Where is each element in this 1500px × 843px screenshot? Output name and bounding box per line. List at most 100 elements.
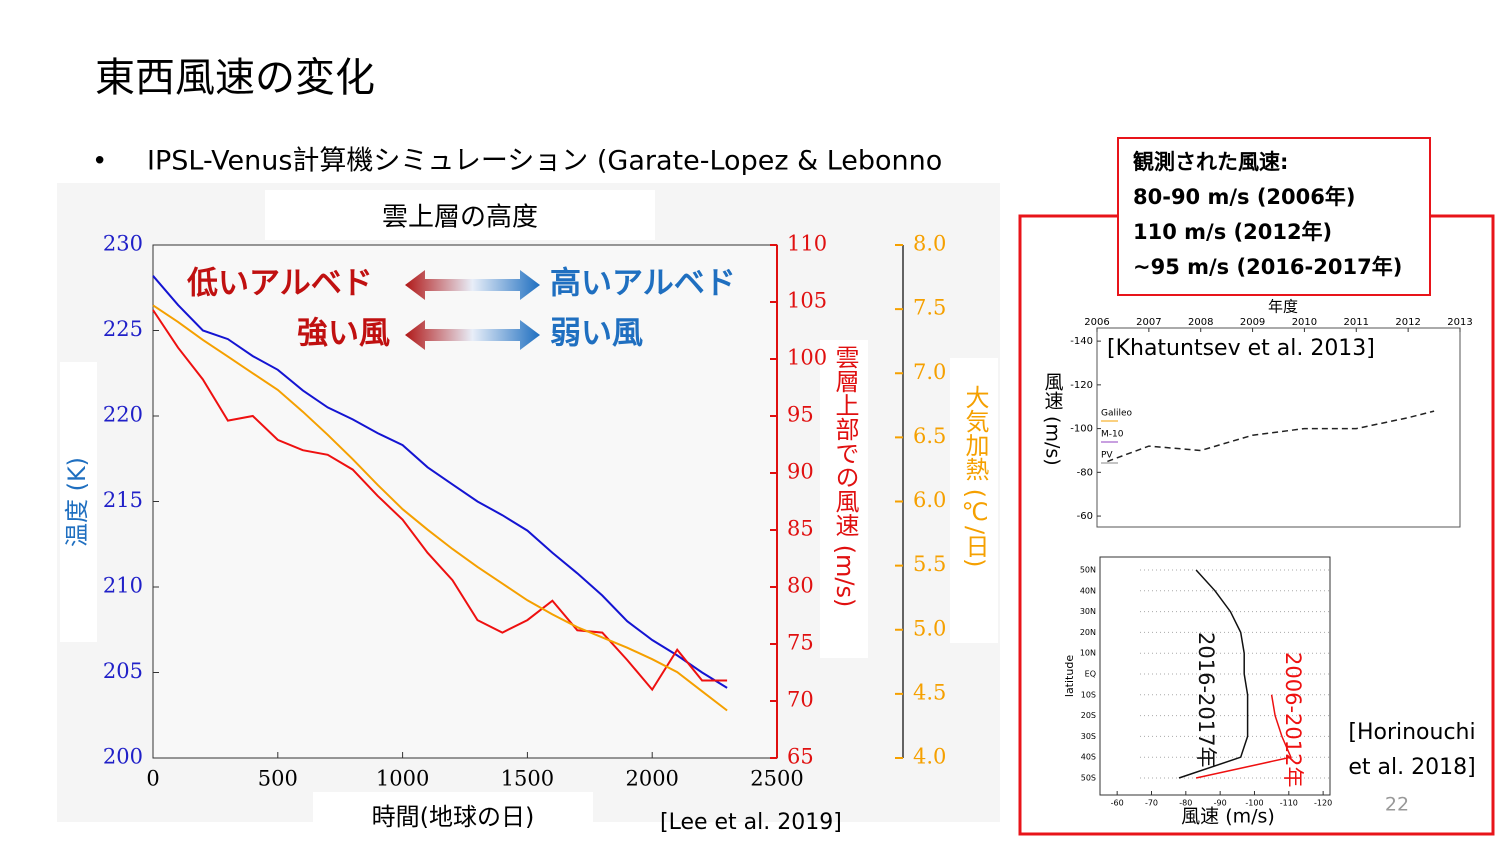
x-tick-label: -60: [1111, 799, 1124, 808]
x-tick-label: -70: [1145, 799, 1158, 808]
callout-line: 80-90 m/s (2006年): [1133, 185, 1355, 209]
y2-tick-label: 95: [787, 403, 814, 427]
y-tick-label: 205: [103, 659, 143, 683]
y-tick-label: 40S: [1081, 753, 1096, 762]
y3-tick-label: 8.0: [913, 232, 946, 256]
y3-tick-label: 7.5: [913, 296, 946, 320]
series-label: 2006-2012年: [1281, 652, 1305, 787]
y-tick-label: 230: [103, 232, 143, 256]
data-line: [152, 309, 728, 692]
arrow: [405, 270, 540, 300]
data-line: [152, 275, 728, 689]
y-tick-label: 30N: [1080, 607, 1096, 616]
y3-tick-label: 4.5: [913, 680, 946, 704]
annotation: 弱い風: [550, 316, 643, 352]
y2-tick-label: 75: [787, 631, 814, 655]
y2-tick-label: 70: [787, 688, 814, 712]
y3-tick-label: 5.0: [913, 616, 946, 640]
x-axis-label: 時間(地球の日): [372, 803, 535, 831]
plot-area: [1099, 556, 1331, 796]
callout-box: [1117, 137, 1431, 296]
x-tick-label: -100: [1245, 799, 1263, 808]
x-tick-label: -80: [1179, 799, 1192, 808]
y2label-box: [820, 340, 868, 658]
y3label-box: [950, 358, 998, 643]
y-tick-label: -60: [1077, 511, 1093, 522]
y-tick-label: 215: [103, 488, 143, 512]
x-axis-label: 風速 (m/s): [1181, 806, 1275, 828]
x-tick-label: 2008: [1188, 317, 1213, 328]
xlabel-box: [313, 792, 593, 842]
y3-tick-label: 7.0: [913, 360, 946, 384]
legend-label: PV: [1101, 451, 1113, 461]
x-tick-label: -90: [1214, 799, 1227, 808]
y-tick-label: 40N: [1080, 586, 1096, 595]
y-tick-label: 220: [103, 403, 143, 427]
y-tick-label: 30S: [1081, 732, 1096, 741]
y3-tick-label: 6.5: [913, 424, 946, 448]
source: [Khatuntsev et al. 2013]: [1107, 336, 1375, 361]
y3-tick-label: 5.5: [913, 552, 946, 576]
x-tick-label: 2000: [625, 767, 678, 791]
bullet-text: IPSL-Venus計算機シミュレーション (Garate-Lopez & Le…: [147, 146, 942, 177]
annotation: 高いアルベド: [550, 266, 736, 302]
callout-line: ~95 m/s (2016-2017年): [1133, 255, 1402, 279]
y2-tick-label: 65: [787, 745, 814, 769]
x-tick-label: -120: [1314, 799, 1332, 808]
y3-tick-label: 4.0: [913, 745, 946, 769]
y3-axis-label: 大気加熱 (℃/日): [961, 385, 989, 567]
y2-tick-label: 90: [787, 460, 814, 484]
series-label: 2016-2017年: [1194, 632, 1218, 767]
legend-label: M-10: [1101, 430, 1124, 440]
x-axis-label: 年度: [1268, 298, 1298, 316]
x-tick-label: 1000: [376, 767, 429, 791]
x-tick-label: -110: [1280, 799, 1298, 808]
x-tick-label: 0: [146, 767, 159, 791]
source: [Lee et al. 2019]: [660, 810, 842, 835]
y-tick-label: 10N: [1080, 649, 1096, 658]
x-tick-label: 2013: [1447, 317, 1472, 328]
y-axis-label: 温度 (K): [63, 457, 91, 547]
y-tick-label: -120: [1070, 380, 1093, 391]
y-tick-label: 225: [103, 317, 143, 341]
y-tick-label: 20N: [1080, 628, 1096, 637]
data-line: [152, 304, 728, 712]
y-tick-label: -100: [1070, 424, 1093, 435]
ylabel-box: [60, 362, 97, 642]
y3-tick-label: 6.0: [913, 488, 946, 512]
y-axis-label: latitude: [1063, 655, 1076, 697]
x-tick-label: 2012: [1395, 317, 1420, 328]
chart-title: 雲上層の高度: [382, 203, 538, 233]
annotation: 低いアルベド: [186, 266, 373, 302]
y-tick-label: -140: [1070, 336, 1093, 347]
callout-line: 110 m/s (2012年): [1133, 220, 1332, 244]
source: [Horinouchi et al. 2018]: [1348, 720, 1475, 780]
arrow: [405, 320, 540, 350]
y-tick-label: EQ: [1085, 670, 1096, 679]
x-tick-label: 2006: [1084, 317, 1109, 328]
y2-tick-label: 110: [787, 232, 827, 256]
y2-tick-label: 80: [787, 574, 814, 598]
y-tick-label: 200: [103, 745, 143, 769]
y-tick-label: 50S: [1081, 774, 1096, 783]
bullet-dot: •: [92, 147, 107, 177]
y-tick-label: -80: [1077, 467, 1093, 478]
page-number: 22: [1385, 794, 1409, 816]
y-tick-label: 10S: [1081, 690, 1096, 699]
slide-title: 東西風速の変化: [95, 55, 375, 101]
x-tick-label: 2011: [1344, 317, 1369, 328]
x-tick-label: 2010: [1292, 317, 1317, 328]
y2-tick-label: 100: [787, 346, 827, 370]
annotation: 強い風: [297, 316, 390, 352]
plot-area: [1096, 327, 1461, 528]
plot-area: [152, 244, 778, 759]
legend-label: Galileo: [1101, 409, 1133, 419]
chart-layer: 観測された風速: 80-90 m/s (2006年) 110 m/s (2012年)…: [63, 150, 1476, 835]
y2-tick-label: 85: [787, 517, 814, 541]
y-axis-label: 風速 (m/s): [1042, 372, 1064, 466]
x-tick-label: 2009: [1240, 317, 1265, 328]
title-box: [265, 190, 655, 240]
x-tick-label: 2007: [1136, 317, 1161, 328]
callout-line: 観測された風速:: [1133, 150, 1288, 174]
